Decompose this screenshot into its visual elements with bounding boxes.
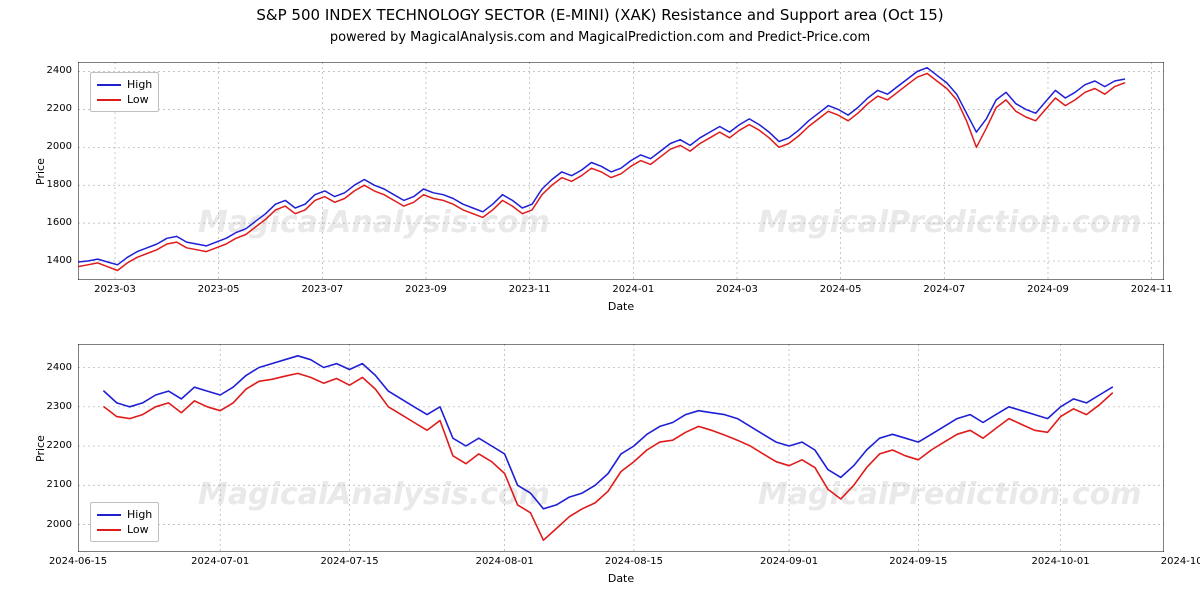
series-low: [104, 373, 1112, 540]
series-low: [78, 73, 1125, 270]
xtick-label: 2024-03: [707, 284, 767, 295]
ytick-label: 2400: [47, 362, 72, 373]
plot-border: [78, 344, 1164, 552]
xtick-label: 2024-09-01: [759, 556, 819, 567]
xtick-label: 2024-05: [811, 284, 871, 295]
legend-bottom: HighLow: [90, 502, 159, 542]
chart-subtitle: powered by MagicalAnalysis.com and Magic…: [0, 30, 1200, 45]
xtick-label: 2024-10-01: [1031, 556, 1091, 567]
xtick-label: 2024-07: [914, 284, 974, 295]
xtick-label: 2023-05: [189, 284, 249, 295]
figure: S&P 500 INDEX TECHNOLOGY SECTOR (E-MINI)…: [0, 0, 1200, 600]
xtick-label: 2024-09: [1018, 284, 1078, 295]
ytick-label: 2200: [47, 103, 72, 114]
ytick-label: 2000: [47, 519, 72, 530]
legend-top: HighLow: [90, 72, 159, 112]
legend-swatch: [97, 84, 121, 86]
ytick-label: 2200: [47, 440, 72, 451]
ytick-label: 1600: [47, 217, 72, 228]
xtick-label: 2024-10-15: [1160, 556, 1200, 567]
xtick-label: 2024-01: [603, 284, 663, 295]
top-chart-svg: MagicalAnalysis.com MagicalPrediction.com: [78, 62, 1164, 280]
ytick-label: 2400: [47, 65, 72, 76]
watermark: MagicalAnalysis.com: [198, 477, 550, 512]
top-ylabel: Price: [34, 158, 47, 185]
xtick-label: 2024-11: [1122, 284, 1182, 295]
plot-border: [78, 62, 1164, 280]
ytick-label: 1400: [47, 255, 72, 266]
ytick-label: 2000: [47, 141, 72, 152]
legend-label: Low: [127, 522, 149, 537]
ytick-label: 1800: [47, 179, 72, 190]
xtick-label: 2024-07-15: [320, 556, 380, 567]
legend-swatch: [97, 514, 121, 516]
xtick-label: 2024-07-01: [190, 556, 250, 567]
xtick-label: 2023-11: [500, 284, 560, 295]
bottom-chart-svg: MagicalAnalysis.com MagicalPrediction.com: [78, 344, 1164, 552]
legend-label: High: [127, 507, 152, 522]
watermark: MagicalAnalysis.com: [198, 205, 550, 240]
legend-item: Low: [97, 92, 152, 107]
bottom-ylabel: Price: [34, 435, 47, 462]
bottom-xlabel: Date: [78, 572, 1164, 585]
xtick-label: 2024-08-15: [604, 556, 664, 567]
ytick-label: 2100: [47, 479, 72, 490]
top-xlabel: Date: [78, 300, 1164, 313]
xtick-label: 2023-09: [396, 284, 456, 295]
xtick-label: 2024-06-15: [48, 556, 108, 567]
ytick-label: 2300: [47, 401, 72, 412]
legend-label: Low: [127, 92, 149, 107]
legend-item: High: [97, 77, 152, 92]
legend-item: Low: [97, 522, 152, 537]
xtick-label: 2023-07: [292, 284, 352, 295]
xtick-label: 2024-08-01: [475, 556, 535, 567]
watermark: MagicalPrediction.com: [758, 477, 1142, 512]
legend-item: High: [97, 507, 152, 522]
xtick-label: 2023-03: [85, 284, 145, 295]
top-chart-panel: MagicalAnalysis.com MagicalPrediction.com…: [78, 62, 1164, 280]
watermark: MagicalPrediction.com: [758, 205, 1142, 240]
legend-label: High: [127, 77, 152, 92]
bottom-chart-panel: MagicalAnalysis.com MagicalPrediction.com…: [78, 344, 1164, 552]
legend-swatch: [97, 99, 121, 101]
chart-title: S&P 500 INDEX TECHNOLOGY SECTOR (E-MINI)…: [0, 6, 1200, 24]
legend-swatch: [97, 529, 121, 531]
xtick-label: 2024-09-15: [888, 556, 948, 567]
